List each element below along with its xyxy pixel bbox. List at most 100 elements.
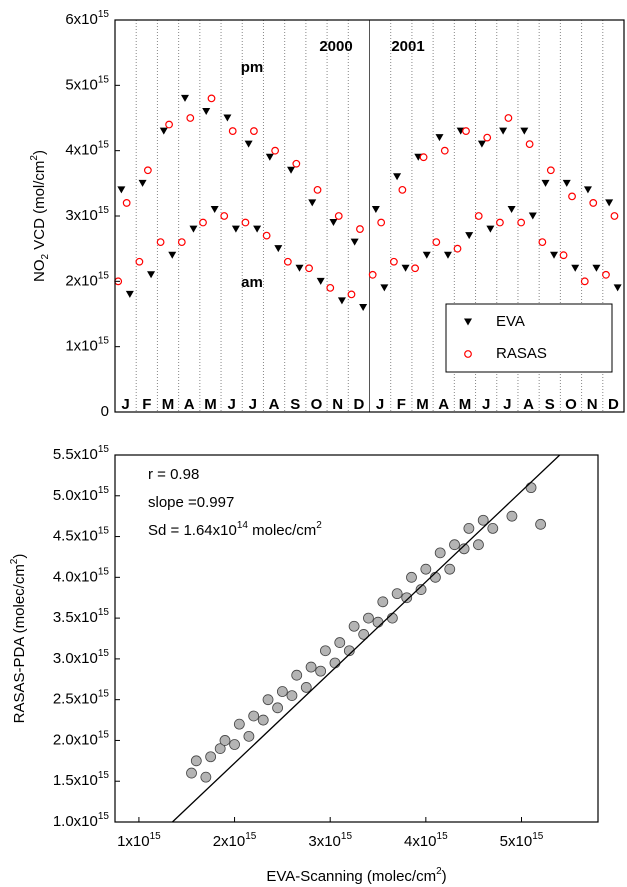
- data-point: [372, 616, 384, 628]
- data-point: [207, 94, 216, 103]
- tick-base: 4.5x10: [53, 528, 98, 545]
- data-point: [358, 629, 370, 640]
- data-point: [334, 637, 346, 648]
- tick-base: 1.0x10: [53, 813, 98, 830]
- tick-exponent: 15: [98, 140, 110, 151]
- text-part: slope =0.997: [148, 494, 234, 511]
- tick-base: 3x10: [308, 833, 341, 850]
- data-point: [419, 153, 428, 162]
- data-point: [202, 107, 211, 115]
- text-part: 2: [29, 155, 40, 161]
- data-point: [401, 592, 413, 604]
- text-part: Sd = 1.64x10: [148, 522, 237, 539]
- data-point: [210, 205, 219, 213]
- data-point: [435, 134, 444, 142]
- text-part: RASAS-PDA (molec/cm: [11, 564, 28, 723]
- month-label: J: [227, 396, 235, 413]
- data-point: [117, 186, 126, 194]
- tick-base: 1x10: [117, 833, 150, 850]
- data-point: [286, 690, 298, 701]
- y-tick-label: 2.0x1015: [53, 730, 110, 749]
- month-label: S: [545, 396, 555, 413]
- data-point: [326, 283, 335, 292]
- data-point: [380, 284, 389, 292]
- tick-exponent: 15: [98, 689, 110, 700]
- tick-base: 2.5x10: [53, 691, 98, 708]
- month-label: N: [332, 396, 343, 413]
- data-point: [231, 225, 240, 233]
- data-point: [305, 661, 317, 673]
- annotation: Sd = 1.64x1014 molec/cm2: [148, 520, 322, 539]
- y-tick-label: 1x1015: [65, 336, 109, 355]
- data-point: [568, 192, 576, 201]
- y-tick-label: 2x1015: [65, 270, 109, 289]
- x-tick-label: 5x1015: [500, 831, 544, 850]
- tick-exponent: 15: [98, 526, 110, 537]
- data-point: [229, 739, 240, 750]
- tick-base: 5.5x10: [53, 446, 98, 463]
- data-point: [122, 199, 131, 207]
- data-point: [589, 199, 598, 207]
- y-tick-label: 3x1015: [65, 205, 109, 224]
- data-point: [496, 218, 504, 227]
- data-point: [190, 755, 202, 767]
- data-point: [444, 563, 456, 575]
- data-point: [462, 127, 470, 135]
- data-point: [363, 612, 374, 624]
- tick-base: 5x10: [500, 833, 533, 850]
- y-tick-label: 6x1015: [65, 9, 109, 28]
- data-point: [272, 702, 283, 714]
- data-point: [486, 225, 495, 233]
- data-point: [287, 166, 296, 174]
- text-part: molec/cm: [248, 522, 316, 539]
- data-point: [200, 771, 212, 783]
- data-point: [430, 571, 441, 583]
- data-point: [610, 212, 619, 220]
- text-part: r = 0.98: [148, 466, 199, 483]
- y-axis-label: NO2 VCD (mol/cm2): [29, 150, 51, 282]
- data-point: [199, 218, 207, 227]
- y-tick-label: 2.5x1015: [53, 689, 110, 708]
- month-label: J: [249, 396, 257, 413]
- data-point: [550, 251, 559, 259]
- data-point: [177, 238, 186, 247]
- tick-exponent: 15: [150, 831, 162, 842]
- data-point: [180, 94, 189, 102]
- text-part: 2: [316, 520, 322, 531]
- data-point: [520, 127, 529, 135]
- data-point: [274, 245, 283, 253]
- data-point: [443, 251, 452, 259]
- data-point: [228, 127, 237, 135]
- data-point: [517, 218, 526, 227]
- data-point: [477, 140, 486, 148]
- tick-exponent: 15: [98, 9, 110, 20]
- data-point: [244, 140, 253, 148]
- data-point: [359, 303, 368, 311]
- data-point: [393, 173, 402, 181]
- data-point: [329, 219, 338, 227]
- data-point: [613, 284, 622, 292]
- tick-exponent: 15: [98, 205, 110, 216]
- data-point: [398, 185, 407, 194]
- data-point: [265, 153, 274, 161]
- data-point: [291, 669, 303, 681]
- tick-exponent: 15: [98, 811, 110, 822]
- data-point: [386, 612, 398, 624]
- tick-base: 1.5x10: [53, 772, 98, 789]
- tick-exponent: 15: [98, 607, 110, 618]
- month-label: M: [459, 396, 472, 413]
- data-point: [320, 645, 331, 657]
- data-point: [487, 523, 499, 534]
- tick-exponent: 15: [98, 648, 110, 659]
- data-point: [449, 539, 460, 551]
- month-label: J: [503, 396, 511, 413]
- text-part: pm: [241, 59, 264, 76]
- data-point: [159, 127, 168, 135]
- month-label: O: [311, 396, 323, 413]
- data-point: [371, 205, 380, 213]
- data-point: [283, 257, 292, 266]
- data-point: [583, 186, 592, 194]
- tick-exponent: 15: [98, 485, 110, 496]
- data-point: [391, 588, 403, 600]
